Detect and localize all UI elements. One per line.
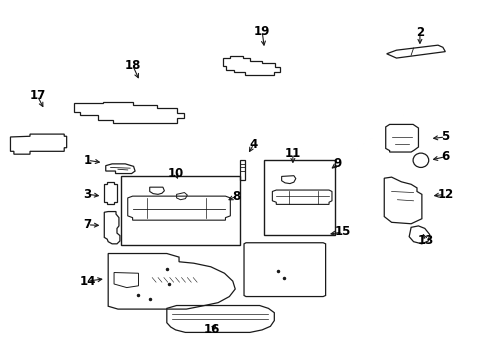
Text: 18: 18 bbox=[124, 59, 141, 72]
Text: 4: 4 bbox=[250, 138, 258, 150]
Text: 2: 2 bbox=[416, 26, 424, 39]
Text: 9: 9 bbox=[334, 157, 342, 170]
Text: 17: 17 bbox=[29, 89, 46, 102]
Text: 15: 15 bbox=[335, 225, 351, 238]
Text: 8: 8 bbox=[232, 190, 240, 203]
Text: 7: 7 bbox=[84, 218, 92, 231]
Text: 10: 10 bbox=[168, 167, 184, 180]
Text: 16: 16 bbox=[203, 323, 220, 336]
Text: 19: 19 bbox=[254, 25, 270, 38]
Bar bbox=[264, 160, 335, 234]
Text: 3: 3 bbox=[84, 188, 92, 201]
Text: 11: 11 bbox=[285, 147, 301, 160]
Text: 14: 14 bbox=[79, 275, 96, 288]
Text: 12: 12 bbox=[437, 188, 453, 201]
Bar bbox=[122, 176, 240, 244]
Text: 13: 13 bbox=[417, 234, 434, 247]
Text: 5: 5 bbox=[441, 130, 449, 144]
Text: 1: 1 bbox=[84, 154, 92, 167]
Text: 6: 6 bbox=[441, 150, 449, 163]
